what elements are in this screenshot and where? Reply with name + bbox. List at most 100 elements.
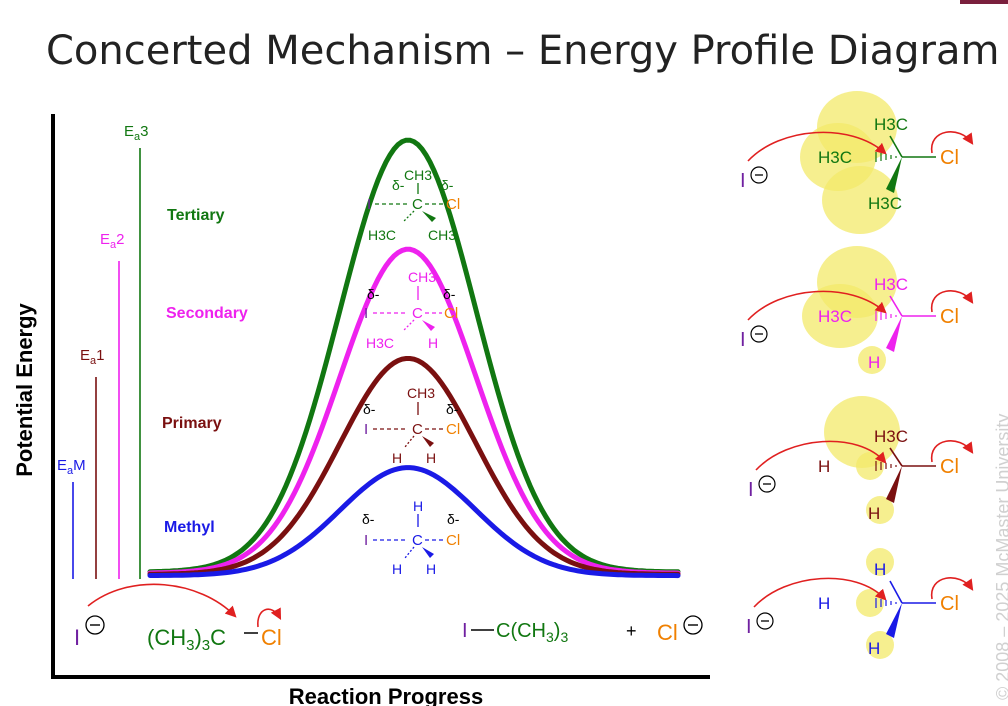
svg-text:H: H bbox=[413, 498, 423, 514]
copyright-watermark: © 2008 – 2025 McMaster University bbox=[993, 413, 1008, 700]
svg-text:C: C bbox=[412, 532, 423, 549]
leaving-arrow-icon bbox=[931, 290, 974, 313]
svg-text:C: C bbox=[412, 196, 423, 213]
energy-curves bbox=[147, 137, 681, 579]
leaving-chlorine: Cl bbox=[261, 625, 282, 650]
ea-2-label: Ea2 bbox=[100, 231, 124, 251]
products: I C(CH3)3 + Cl bbox=[462, 615, 703, 645]
reactants: I (CH3)3C Cl bbox=[74, 583, 282, 654]
svg-text:H: H bbox=[426, 561, 436, 577]
svg-text:Cl: Cl bbox=[446, 421, 460, 438]
chlorine-label: Cl bbox=[940, 456, 959, 478]
energy-curve-primary bbox=[147, 356, 681, 577]
ts-primary: δ- δ- CH3 I C Cl H H bbox=[363, 385, 460, 466]
svg-text:Cl: Cl bbox=[446, 532, 460, 549]
svg-text:H: H bbox=[426, 450, 436, 466]
svg-text:I: I bbox=[462, 620, 468, 642]
curve-label-primary: Primary bbox=[162, 415, 222, 432]
svg-text:H3C: H3C bbox=[366, 335, 394, 351]
svg-text:δ-: δ- bbox=[362, 511, 375, 527]
energy-curve-methyl bbox=[147, 465, 681, 579]
iodide-label: I bbox=[740, 170, 746, 192]
svg-text:CH3: CH3 bbox=[404, 167, 432, 183]
iodide-label: I bbox=[740, 329, 746, 351]
svg-text:δ-: δ- bbox=[441, 177, 454, 193]
svg-text:δ-: δ- bbox=[367, 286, 380, 302]
chlorine-label: Cl bbox=[940, 306, 959, 328]
structure-tertiary: I H3C H3C H3C Cl bbox=[740, 91, 974, 234]
curve-label-methyl: Methyl bbox=[164, 519, 215, 536]
substituent-front: H3C bbox=[868, 194, 902, 213]
leaving-arrow-icon bbox=[931, 440, 974, 463]
attack-arrow-icon bbox=[747, 131, 887, 162]
svg-text:H: H bbox=[392, 561, 402, 577]
curve-label-tertiary: Tertiary bbox=[167, 207, 225, 224]
substituent-top: H3C bbox=[874, 115, 908, 134]
svg-text:I: I bbox=[367, 196, 371, 213]
negative-charge-icon bbox=[750, 325, 768, 343]
negative-charge-icon bbox=[750, 166, 768, 184]
negative-charge-icon bbox=[758, 475, 776, 493]
svg-text:δ-: δ- bbox=[446, 401, 459, 417]
structure-methyl: I H H H Cl bbox=[746, 548, 974, 659]
svg-text:H3C: H3C bbox=[368, 227, 396, 243]
svg-text:δ-: δ- bbox=[363, 401, 376, 417]
chloride-ion: Cl bbox=[657, 620, 678, 645]
svg-text:C: C bbox=[412, 305, 423, 322]
svg-text:CH3: CH3 bbox=[408, 269, 436, 285]
svg-text:Cl: Cl bbox=[444, 305, 458, 322]
negative-charge-icon bbox=[756, 612, 774, 630]
nucleophile-iodide: I bbox=[74, 625, 80, 650]
svg-text:CH3: CH3 bbox=[428, 227, 456, 243]
brand-bar bbox=[960, 0, 1008, 4]
iodide-label: I bbox=[746, 616, 752, 638]
substituent-back: H3C bbox=[818, 148, 852, 167]
attack-arrow-icon bbox=[747, 290, 887, 321]
negative-charge-icon bbox=[683, 615, 703, 635]
substituent-front: H bbox=[868, 353, 880, 372]
svg-text:CH3: CH3 bbox=[407, 385, 435, 401]
attack-arrow-icon bbox=[755, 440, 887, 471]
x-axis-label: Reaction Progress bbox=[289, 684, 483, 706]
svg-text:I: I bbox=[364, 532, 368, 549]
steric-highlight bbox=[824, 396, 900, 468]
leaving-arrow-icon bbox=[257, 607, 282, 628]
structure-secondary: I H3C H3C H Cl bbox=[740, 246, 974, 374]
energy-curve-tertiary bbox=[147, 137, 681, 575]
chlorine-label: Cl bbox=[940, 593, 959, 615]
ts-secondary: δ- δ- CH3 I C Cl H3C H bbox=[364, 269, 458, 351]
steric-highlight bbox=[866, 548, 894, 576]
attack-arrow-icon bbox=[87, 583, 237, 618]
svg-text:H: H bbox=[392, 450, 402, 466]
substituent-back: H3C bbox=[818, 307, 852, 326]
curve-label-secondary: Secondary bbox=[166, 305, 248, 322]
svg-text:C: C bbox=[412, 421, 423, 438]
svg-text:δ-: δ- bbox=[447, 511, 460, 527]
substituent-front: H bbox=[868, 504, 880, 523]
slide-title: Concerted Mechanism – Energy Profile Dia… bbox=[46, 28, 1000, 74]
ea-methyl-label: EaM bbox=[57, 457, 86, 477]
svg-text:I: I bbox=[364, 421, 368, 438]
iodide-label: I bbox=[748, 479, 754, 501]
svg-text:H: H bbox=[428, 335, 438, 351]
steric-highlight bbox=[858, 346, 886, 374]
ts-tertiary: δ- δ- CH3 I C Cl H3C CH3 bbox=[367, 167, 460, 243]
steric-highlight bbox=[866, 496, 894, 524]
ea-3-label: Ea3 bbox=[124, 123, 148, 143]
energy-curve-secondary bbox=[147, 246, 681, 576]
substituent-back: H bbox=[818, 457, 830, 476]
substrate-structures: I H3C H3C H3C Cl I H3C H3C H Cl I H3C H H Cl I H H H Cl bbox=[740, 91, 974, 659]
substrate: (CH3)3C bbox=[147, 625, 226, 654]
steric-highlight bbox=[802, 284, 878, 348]
steric-highlight bbox=[866, 631, 894, 659]
svg-text:I: I bbox=[364, 305, 368, 322]
leaving-arrow-icon bbox=[931, 131, 974, 154]
substituent-front: H bbox=[868, 639, 880, 658]
ts-methyl: δ- δ- H I C Cl H H bbox=[362, 498, 460, 577]
svg-text:δ-: δ- bbox=[443, 286, 456, 302]
chlorine-label: Cl bbox=[940, 147, 959, 169]
leaving-arrow-icon bbox=[931, 577, 974, 600]
plus-sign: + bbox=[626, 621, 637, 641]
attack-arrow-icon bbox=[753, 577, 887, 608]
substituent-top: H bbox=[874, 560, 886, 579]
